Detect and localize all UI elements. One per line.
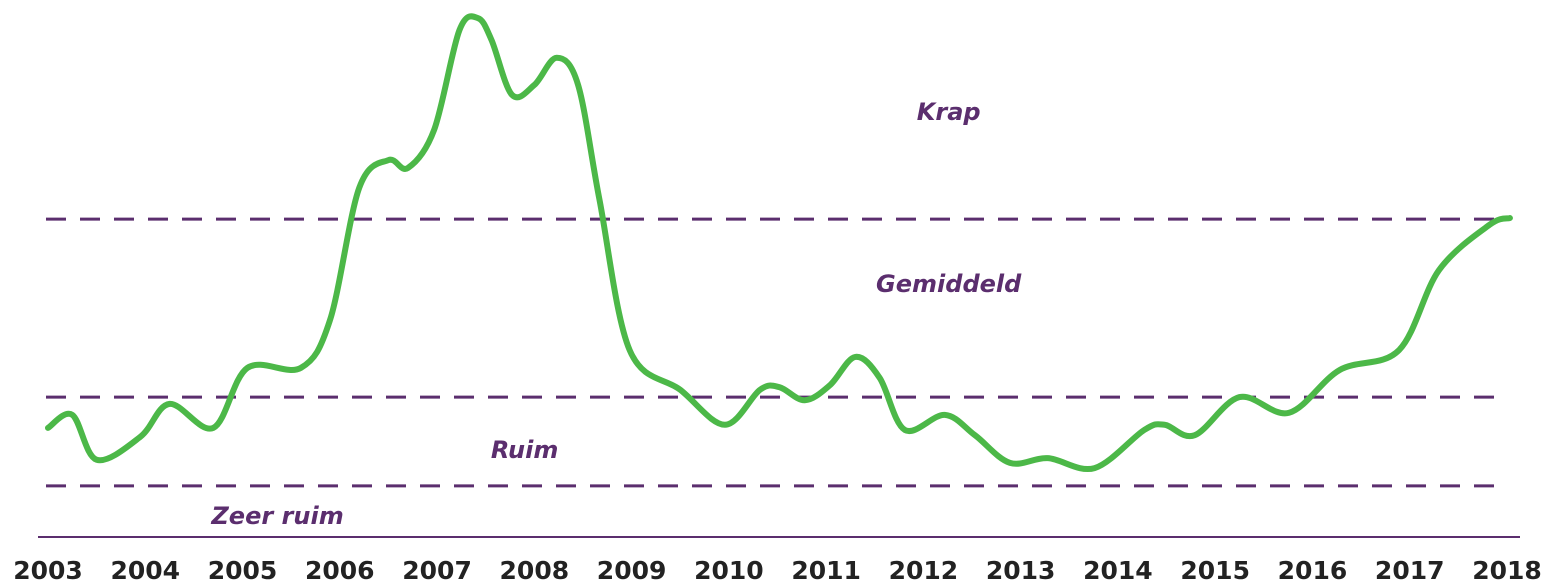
x-tick-label: 2015 <box>1180 556 1250 585</box>
x-tick-label: 2007 <box>402 556 472 585</box>
x-tick-label: 2014 <box>1083 556 1153 585</box>
x-tick-label: 2010 <box>694 556 764 585</box>
x-tick-label: 2012 <box>889 556 959 585</box>
zone-label: Zeer ruim <box>210 502 343 530</box>
x-tick-label: 2005 <box>208 556 278 585</box>
x-tick-label: 2003 <box>13 556 83 585</box>
x-tick-label: 2006 <box>305 556 375 585</box>
zone-label: Gemiddeld <box>876 270 1022 298</box>
x-tick-label: 2008 <box>500 556 570 585</box>
zone-label: Krap <box>917 98 981 126</box>
x-tick-label: 2016 <box>1278 556 1348 585</box>
x-tick-label: 2011 <box>791 556 861 585</box>
x-tick-label: 2018 <box>1472 556 1542 585</box>
data-line <box>45 13 1513 473</box>
zone-label: Ruim <box>491 436 559 464</box>
x-tick-label: 2004 <box>110 556 180 585</box>
x-tick-label: 2017 <box>1375 556 1445 585</box>
x-tick-label: 2013 <box>986 556 1056 585</box>
x-tick-label: 2009 <box>597 556 667 585</box>
